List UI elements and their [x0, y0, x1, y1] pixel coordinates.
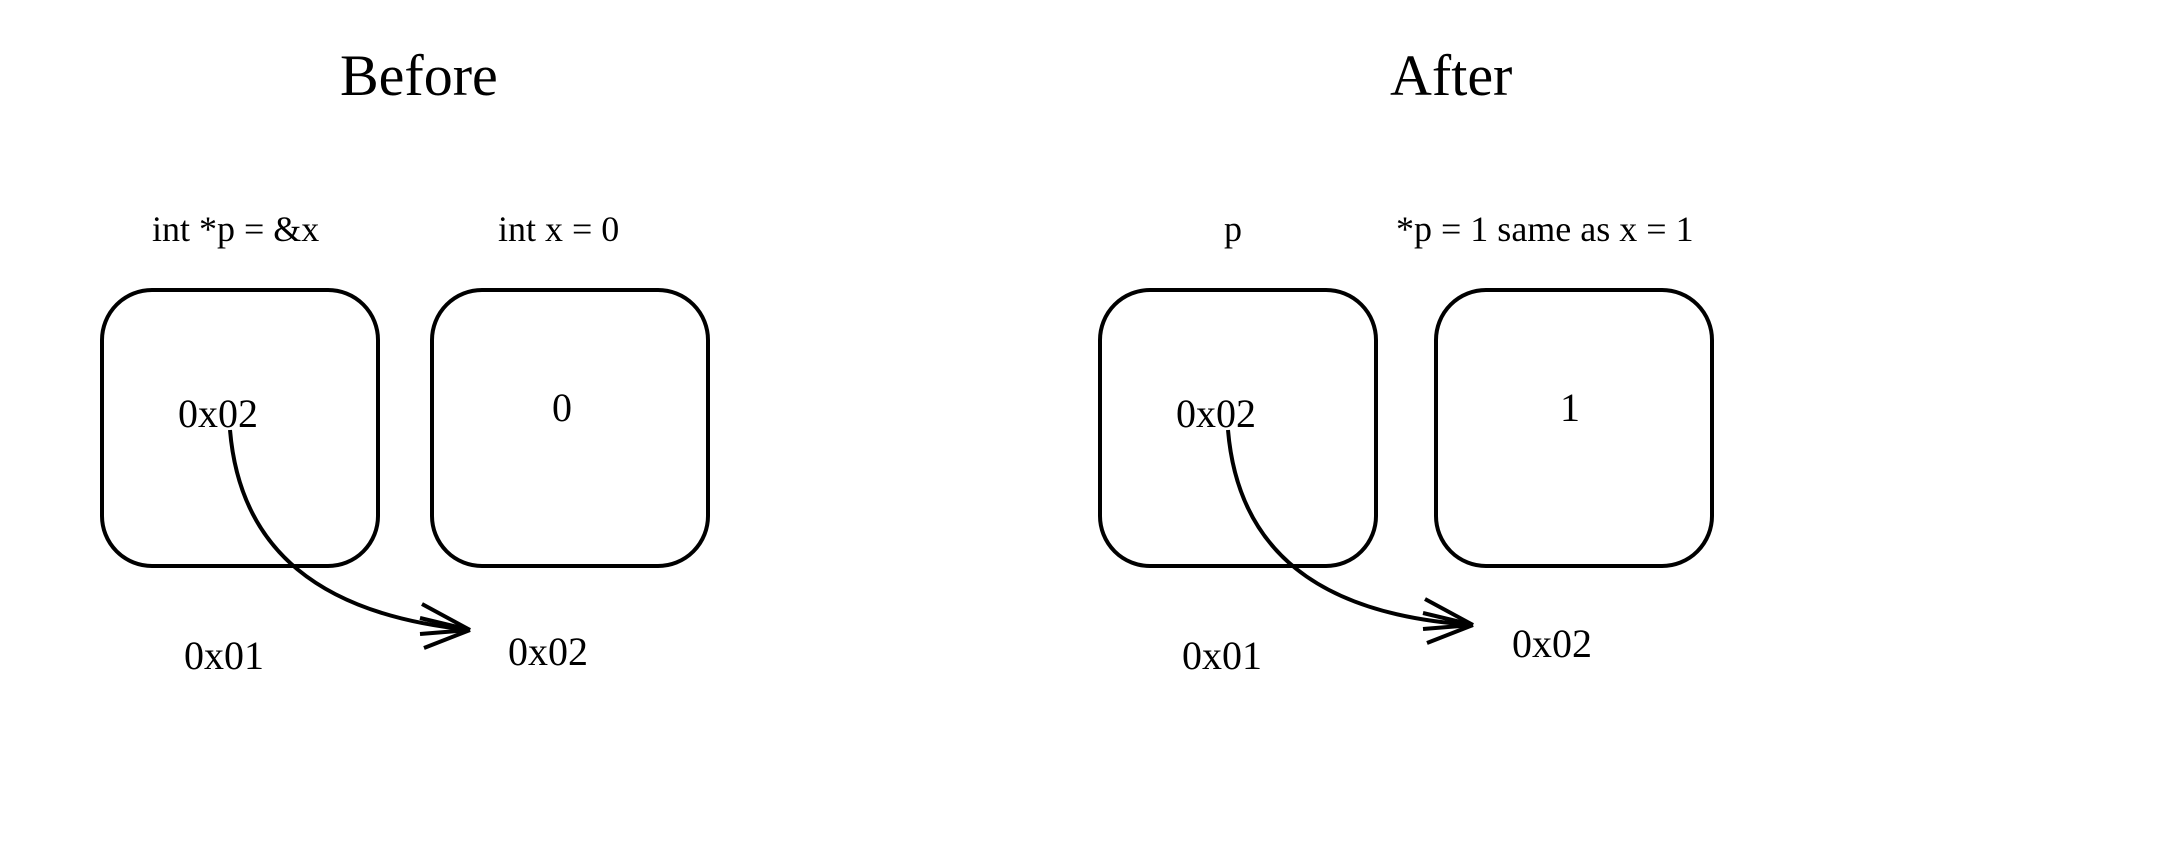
after-p-label: p	[1224, 208, 1242, 250]
before-x-label: int x = 0	[498, 208, 619, 250]
after-arrow-path	[1228, 430, 1473, 625]
after-x-value: 1	[1560, 384, 1580, 431]
after-x-label: *p = 1 same as x = 1	[1396, 208, 1694, 250]
before-title: Before	[340, 42, 498, 109]
after-arrow	[1198, 430, 1548, 690]
before-p-label: int *p = &x	[152, 208, 319, 250]
before-arrow	[200, 430, 550, 690]
after-title: After	[1390, 42, 1512, 109]
before-x-value: 0	[552, 384, 572, 431]
before-arrow-path	[230, 430, 470, 630]
